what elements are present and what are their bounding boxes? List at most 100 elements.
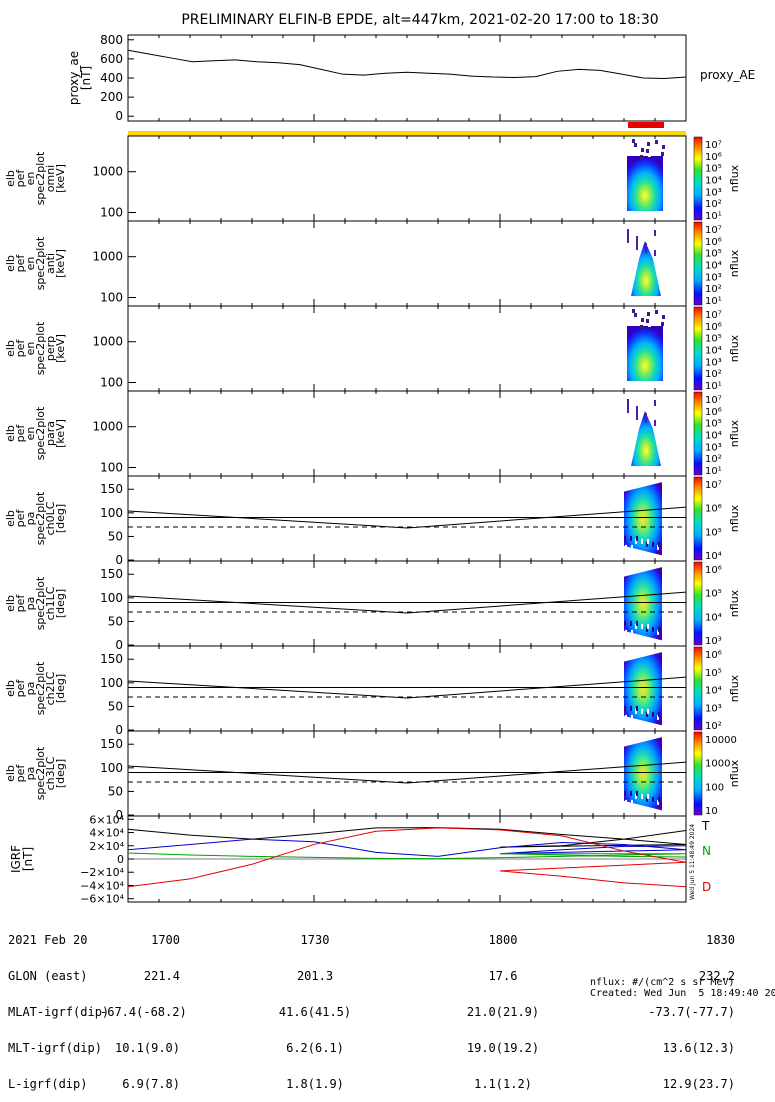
pa_ch0-pa-speckle [625,544,627,550]
footer-row-label: GLON (east) [8,969,88,983]
en_omni-cbar-label: nflux [728,164,741,192]
en_anti-ylabel: [keV] [54,249,67,278]
footer-value: 221.4 [143,969,180,983]
en_omni-spectrum-speckle [655,140,658,144]
footer-value: -73.7(-77.7) [648,1005,735,1019]
pa_ch0-frame [127,475,687,562]
footer-row-labels: 2021 Feb 20 GLON (east) MLAT-igrf(dip) M… [8,910,109,1102]
en_perp-cbar-tick: 10⁶ [705,322,722,333]
en_omni-ylabel: spec2plot [34,151,47,205]
footer-value: 6.2(6.1) [286,1041,344,1055]
pa_ch2-pa-speckle [647,708,649,714]
footer-value: 41.6(41.5) [278,1005,352,1019]
panel-en_anti: 1000100elbpefenspec2plotanti[keV]10⁷10⁶1… [4,220,741,307]
pa_ch1-pa-speckle [658,626,660,632]
pa_ch3-pa-speckle [641,793,643,799]
en_perp-ytick-label: 1000 [92,335,123,349]
en_perp-ylabel: spec2plot [34,321,47,375]
created-note: Created: Wed Jun 5 18:49:40 2024 [590,988,775,999]
status-bar-red [628,122,664,128]
pa_ch1-pa-speckle [624,620,626,626]
en_omni-colorbar [693,136,703,221]
en_omni-ylabel: omni [44,165,57,192]
pa_ch1-ytick-label: 0 [115,638,123,652]
en_para-cbar-tick: 10¹ [705,466,722,477]
pa_ch3-ytick-label: 50 [108,784,123,798]
en_perp-spectrum-speckle [632,309,635,313]
en_para-cbar-label: nflux [728,419,741,447]
en_omni-spectrum-speckle [632,139,635,143]
footer-value: 1.1(1.2) [474,1077,532,1091]
en_omni-ytick-label: 100 [100,206,123,220]
en_para-spectrum-speckle [627,407,629,413]
pa_ch1-pa-speckle [647,623,649,629]
pa_ch0-pa-speckle [635,538,637,544]
pa_ch0-ytick-label: 150 [100,482,123,496]
footer-value: 13.6(12.3) [662,1041,735,1055]
en_omni-spectrum-speckle [646,149,649,153]
en_perp-ylabel: elb [4,340,17,357]
en_omni-spectrum-speckle [639,144,642,148]
en_para-colorbar [693,391,703,476]
igrf-ytick-label: 0 [117,853,124,866]
igrf-ylabel: IGRF [9,845,23,873]
pa_ch1-ylabel: pa [24,597,37,611]
pa_ch0-pa-speckle [652,541,654,547]
en_perp-spectrum-blob [627,326,663,381]
en_anti-cbar-tick: 10¹ [705,296,722,307]
en_anti-ylabel: en [24,257,37,271]
pa_ch0-cbar-tick: 10⁶ [705,504,722,515]
en_para-ylabel: en [24,427,37,441]
en_anti-ylabel: spec2plot [34,236,47,290]
pa_ch0-ylabel: spec2plot [34,491,47,545]
en_para-ylabel: para [44,421,57,446]
pa_ch1-loss-cone-upper [127,591,687,614]
pa_ch2-cbar-tick: 10⁶ [705,650,722,661]
en_omni-cbar-tick: 10⁶ [705,152,722,163]
proxy-ae-ytick-label: 400 [100,71,123,85]
en_anti-colorbar [693,221,703,306]
en_anti-cbar-tick: 10² [705,284,722,295]
footer-value: 1830 [706,933,735,947]
en_perp-cbar-tick: 10² [705,369,722,380]
en_para-spectrum-blob [631,411,661,466]
pa_ch1-cbar-tick: 10⁵ [705,589,722,600]
en_anti-frame [127,220,687,307]
en_perp-cbar-tick: 10⁷ [705,310,722,321]
footer-col-1830: 1830 232.2 -73.7(-77.7) 13.6(12.3) 12.9(… [630,910,735,1102]
panel-en_perp: 1000100elbpefenspec2plotperp[keV]10⁷10⁶1… [4,305,741,392]
pa_ch1-pa-speckle [635,623,637,629]
pa_ch3-loss-cone-upper [127,761,687,784]
en_para-spectrum-speckle [645,413,647,419]
pa_ch1-ylabel: pef [14,594,27,613]
en_para-ytick-label: 100 [100,461,123,475]
pa_ch0-ytick-label: 50 [108,529,123,543]
igrf-ytick-label: −4×10⁴ [80,879,124,892]
en_anti-spectrum-speckle [654,250,656,256]
pa_ch2-ylabel: pef [14,679,27,698]
pa_ch2-cbar-label: nflux [728,674,741,702]
footer-value: 17.6 [488,969,518,983]
pa_ch3-ylabel: pa [24,767,37,781]
en_omni-spectrum-speckle [640,155,643,159]
pa_ch2-ylabel: [deg] [54,674,67,703]
panel-en_omni: 1000100elbpefenspec2plotomni[keV]10⁷10⁶1… [4,135,741,222]
pa_ch1-pa-speckle [652,626,654,632]
igrf-ytick-label: 4×10⁴ [89,827,124,840]
footer-value: 6.9(7.8) [122,1077,180,1091]
proxy-ae-ytick-label: 0 [115,109,123,123]
en_anti-ylabel: anti [44,253,57,274]
footer-value: 19.0(19.2) [466,1041,540,1055]
en_omni-cbar-tick: 10² [705,199,722,210]
en_anti-cbar-tick: 10⁶ [705,237,722,248]
panel-en_para: 1000100elbpefenspec2plotpara[keV]10⁷10⁶1… [4,390,741,477]
en_para-ytick-label: 1000 [92,420,123,434]
en_perp-spectrum-speckle [633,320,636,324]
pa_ch3-ytick-label: 100 [100,761,123,775]
en_perp-spectrum-speckle [639,314,642,318]
pa_ch1-cbar-tick: 10³ [705,636,722,647]
pa_ch1-pa-blob [624,567,662,641]
pa_ch2-ylabel: spec2plot [34,661,47,715]
